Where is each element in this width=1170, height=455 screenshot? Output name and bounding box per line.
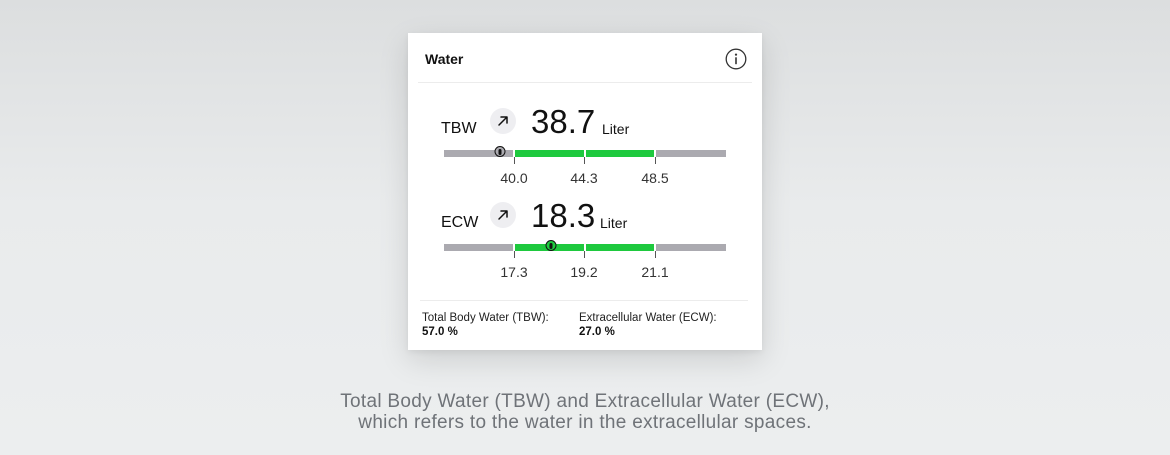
marker-core <box>549 242 553 249</box>
card-title: Water <box>425 51 464 67</box>
tbw-metric: TBW 38.7 Liter 40.0 44.3 48.5 <box>408 103 762 201</box>
tick-mark <box>655 251 656 258</box>
arrow-up-right-icon <box>498 116 508 126</box>
stat-label: Extracellular Water (ECW): <box>579 312 717 324</box>
metric-label: TBW <box>441 120 477 137</box>
tick-mark <box>584 251 585 258</box>
bar-separator <box>513 150 515 157</box>
metric-unit: Liter <box>602 121 630 137</box>
metric-label: ECW <box>441 214 479 231</box>
value-marker <box>545 240 557 251</box>
header-divider <box>418 82 752 83</box>
tick-label: 21.1 <box>641 264 669 280</box>
ecw-percentage-stat: Extracellular Water (ECW): 27.0 % <box>579 311 717 339</box>
tick-mark <box>514 157 515 164</box>
caption: Total Body Water (TBW) and Extracellular… <box>0 391 1170 433</box>
bar-separator <box>584 244 586 251</box>
trend-badge <box>490 108 516 134</box>
range-bar <box>444 244 726 251</box>
metric-value: 38.7 <box>531 103 596 140</box>
tick-mark <box>514 251 515 258</box>
ecw-metric: ECW 18.3 Liter 17.3 19.2 21.1 <box>408 197 762 295</box>
tick-label: 48.5 <box>641 170 669 186</box>
metric-unit: Liter <box>600 215 628 231</box>
value-marker <box>494 146 506 157</box>
tick-mark <box>655 157 656 164</box>
footer-divider <box>420 300 748 301</box>
bar-separator <box>654 244 656 251</box>
tick-mark <box>584 157 585 164</box>
tick-label: 44.3 <box>570 170 598 186</box>
info-circle-icon[interactable] <box>725 48 747 70</box>
water-card: Water TBW 38.7 Liter 40.0 44.3 48.5 <box>408 33 762 350</box>
bar-separator <box>584 150 586 157</box>
tick-label: 19.2 <box>570 264 598 280</box>
arrow-up-right-icon <box>498 210 508 220</box>
range-bar <box>444 150 726 157</box>
caption-line: Total Body Water (TBW) and Extracellular… <box>340 391 830 412</box>
tick-label: 40.0 <box>500 170 528 186</box>
metric-value: 18.3 <box>531 197 596 234</box>
stat-value: 57.0 % <box>422 326 458 338</box>
tick-label: 17.3 <box>500 264 528 280</box>
stat-value: 27.0 % <box>579 326 615 338</box>
stat-label: Total Body Water (TBW): <box>422 312 549 324</box>
caption-line: which refers to the water in the extrace… <box>358 412 812 433</box>
marker-core <box>498 148 502 155</box>
tbw-percentage-stat: Total Body Water (TBW): 57.0 % <box>422 311 549 339</box>
bar-separator <box>513 244 515 251</box>
bar-separator <box>654 150 656 157</box>
trend-badge <box>490 202 516 228</box>
